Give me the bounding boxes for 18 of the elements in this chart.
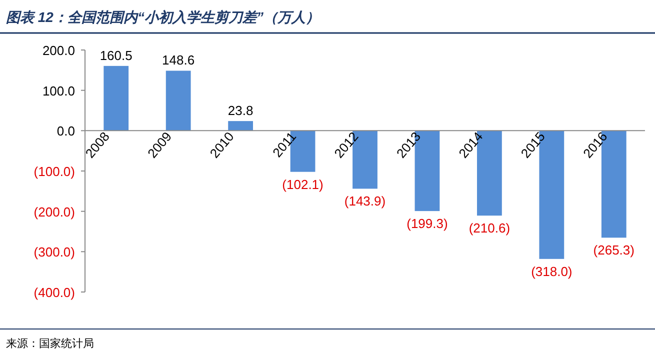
data-label: (210.6) — [468, 220, 510, 236]
annotation: 来源：国家统计局 — [6, 338, 94, 350]
y-tick-label: (100.0) — [34, 164, 75, 179]
y-tick-label: 100.0 — [42, 83, 75, 98]
y-tick-label: (400.0) — [34, 285, 75, 300]
data-label: (265.3) — [593, 242, 634, 258]
data-label: 23.8 — [228, 103, 254, 118]
data-label: 160.5 — [100, 48, 132, 63]
data-label: (143.9) — [344, 194, 386, 209]
y-tick-label: (300.0) — [34, 244, 75, 260]
y-tick-label: 0.0 — [56, 124, 75, 139]
data-label: 148.6 — [162, 52, 195, 68]
title: 图表 12：全国范围内“小初入学生剪刀差”（万人） — [6, 9, 320, 25]
y-tick-label: 200.0 — [42, 43, 75, 58]
data-label: (102.1) — [282, 176, 324, 192]
y-tick-label: (200.0) — [34, 204, 75, 220]
data-label: (199.3) — [406, 216, 448, 232]
data-label: (318.0) — [531, 264, 572, 279]
